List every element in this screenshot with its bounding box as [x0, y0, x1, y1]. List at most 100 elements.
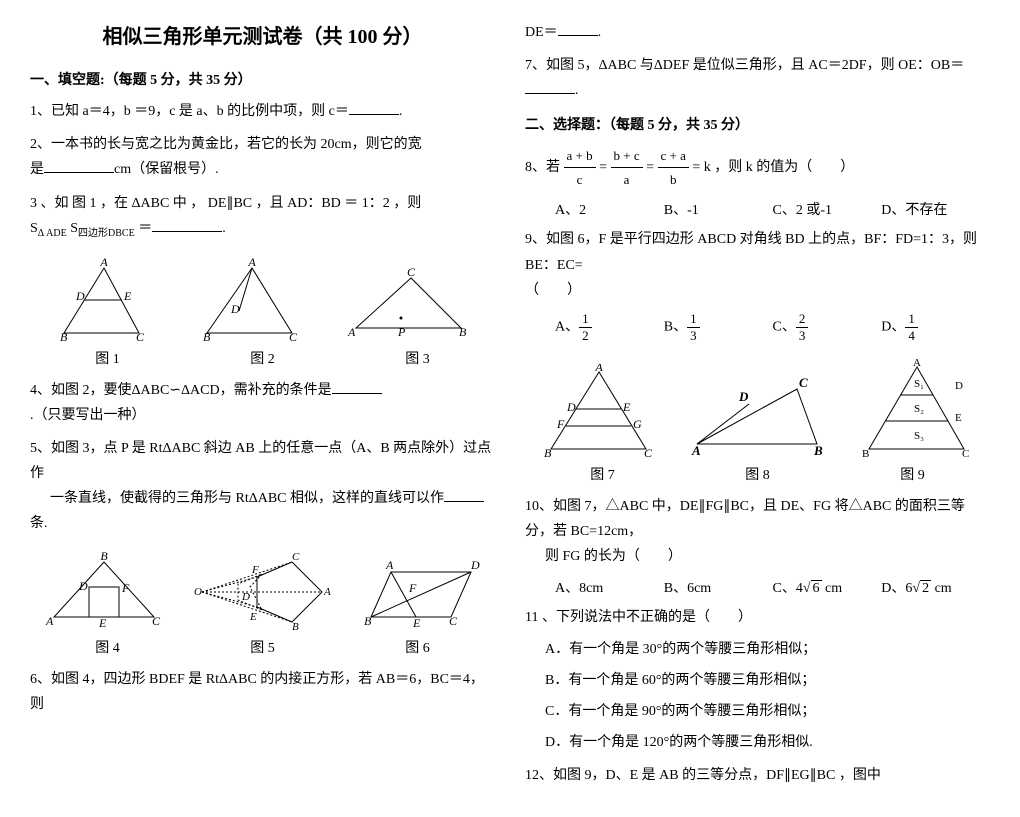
question-4: 4、如图 2，要使ΔABC∽ΔACD，需补充的条件是.（只要写出一种） — [30, 378, 495, 428]
q9a: 9、如图 6，F 是平行四边形 ABCD 对角线 BD 上的点，BF：FD=1：… — [525, 232, 977, 272]
opt-d: D、62 cm — [881, 577, 990, 597]
svg-text:F: F — [556, 417, 565, 431]
opt-a: A、2 — [555, 199, 664, 219]
question-6: 6、如图 4，四边形 BDEF 是 RtΔABC 的内接正方形，若 AB＝6，B… — [30, 667, 495, 717]
q8-options: A、2 B、-1 C、2 或-1 D、不存在 — [555, 199, 990, 219]
svg-text:B: B — [459, 325, 467, 339]
q10-options: A、8cm B、6cm C、46 cm D、62 cm — [555, 577, 990, 597]
opt-c: C、2 或-1 — [773, 199, 882, 219]
blank — [525, 79, 575, 94]
blank — [349, 100, 399, 115]
q3-sub1: Δ ADE — [38, 228, 67, 239]
fig5-label: 图 5 — [185, 637, 340, 657]
svg-text:E: E — [412, 616, 421, 630]
fig6-label: 图 6 — [340, 637, 495, 657]
right-column: DE＝. 7、如图 5，ΔABC 与ΔDEF 是位似三角形，且 AC＝2DF，则… — [525, 20, 990, 797]
svg-text:C: C — [799, 375, 808, 390]
opt-c: C、23 — [773, 311, 882, 344]
svg-text:S₃: S₃ — [914, 430, 924, 442]
svg-text:S₁: S₁ — [914, 378, 924, 390]
q11-opt-b: B．有一个角是 60°的两个等腰三角形相似； — [545, 668, 990, 693]
q3b-pre: S — [30, 221, 38, 236]
page-title: 相似三角形单元测试卷（共 100 分） — [30, 20, 495, 49]
question-6-cont: DE＝. — [525, 20, 990, 45]
frac: b + ca — [611, 144, 643, 192]
q11-opt-d: D．有一个角是 120°的两个等腰三角形相似. — [545, 730, 990, 755]
blank — [44, 158, 114, 173]
svg-text:B: B — [100, 552, 108, 563]
question-8: 8、若 a + bc = b + ca = c + ab = k ，则 k 的值… — [525, 144, 990, 192]
frac: c + ab — [658, 144, 689, 192]
eq: = — [599, 160, 610, 175]
figure-4: B D F A E C — [44, 552, 164, 632]
svg-text:A: A — [913, 359, 921, 369]
q1-text: 1、已知 a＝4，b ＝9，c 是 a、b 的比例中项，则 c＝ — [30, 104, 349, 119]
q5a: 5、如图 3，点 P 是 RtΔABC 斜边 AB 上的任意一点（A、B 两点除… — [30, 441, 491, 481]
figure-3: C A P B — [346, 268, 471, 343]
figure-6: A D B E C F — [361, 557, 481, 632]
q11-opt-c: C．有一个角是 90°的两个等腰三角形相似； — [545, 699, 990, 724]
fig4-label: 图 4 — [30, 637, 185, 657]
blank — [444, 487, 484, 502]
figure-2: A D B C — [197, 258, 297, 343]
svg-text:O: O — [194, 586, 202, 598]
q6c: . — [598, 25, 602, 40]
svg-text:D: D — [78, 579, 88, 593]
svg-text:C: C — [449, 614, 458, 628]
svg-text:A: A — [248, 258, 257, 269]
opt-d: D、14 — [881, 311, 990, 344]
q9b: （ ） — [525, 283, 581, 298]
q10b: 则 FG 的长为（ ） — [545, 549, 682, 564]
svg-text:B: B — [292, 621, 299, 632]
svg-text:B: B — [862, 448, 869, 459]
opt-a: A、12 — [555, 311, 664, 344]
q7a: 7、如图 5，ΔABC 与ΔDEF 是位似三角形，且 AC＝2DF，则 OE：O… — [525, 58, 964, 73]
figure-labels-1: 图 1 图 2 图 3 — [30, 348, 495, 368]
q8a: 8、若 — [525, 160, 564, 175]
svg-text:B: B — [813, 443, 823, 458]
opt-c: C、46 cm — [773, 577, 882, 597]
svg-text:E: E — [98, 616, 107, 630]
svg-text:D: D — [470, 558, 480, 572]
figure-row-1: A D E B C A D — [30, 258, 495, 343]
figure-8: A B C D — [687, 369, 827, 459]
q5b: 一条直线，使截得的三角形与 RtΔABC 相似，这样的直线可以作 — [50, 491, 444, 506]
q3b-eq: ＝ — [135, 221, 153, 236]
q3b-end: . — [222, 221, 226, 236]
svg-text:E: E — [955, 412, 962, 424]
svg-text:B: B — [364, 614, 372, 628]
q6b: DE＝ — [525, 25, 558, 40]
opt-b: B、13 — [664, 311, 773, 344]
svg-text:F: F — [251, 564, 259, 576]
q11-opt-a: A．有一个角是 30°的两个等腰三角形相似； — [545, 637, 990, 662]
blank — [558, 21, 598, 36]
svg-text:E: E — [622, 400, 631, 414]
q3-sub2: 四边形DBCE — [78, 228, 135, 239]
question-1: 1、已知 a＝4，b ＝9，c 是 a、b 的比例中项，则 c＝. — [30, 99, 495, 124]
opt-d: D、不存在 — [881, 199, 990, 219]
fig1-label: 图 1 — [30, 348, 185, 368]
q10a: 10、如图 7，△ABC 中，DE∥FG∥BC，且 DE、FG 将△ABC 的面… — [525, 499, 965, 539]
opt-b: B、6cm — [664, 577, 773, 597]
fig3-label: 图 3 — [340, 348, 495, 368]
q8k: = k ，则 k 的值为（ ） — [692, 160, 854, 175]
question-11: 11 、下列说法中不正确的是（ ） A．有一个角是 30°的两个等腰三角形相似；… — [525, 605, 990, 755]
eq: = — [646, 160, 657, 175]
svg-text:A: A — [45, 614, 54, 628]
opt-a: A、8cm — [555, 577, 664, 597]
section-1-heading: 一、填空题:（每题 5 分，共 35 分） — [30, 69, 495, 89]
q12: 12、如图 9，D、E 是 AB 的三等分点，DF∥EG∥BC ，图中 — [525, 768, 881, 783]
figure-labels-2: 图 4 图 5 图 6 — [30, 637, 495, 657]
svg-text:A: A — [385, 558, 394, 572]
svg-text:C: C — [152, 614, 161, 628]
svg-text:E: E — [123, 289, 132, 303]
svg-text:C: C — [136, 330, 145, 343]
left-column: 相似三角形单元测试卷（共 100 分） 一、填空题:（每题 5 分，共 35 分… — [30, 20, 495, 797]
opt-b: B、-1 — [664, 199, 773, 219]
q1-end: . — [399, 104, 403, 119]
svg-text:A: A — [99, 258, 108, 269]
question-2: 2、一本书的长与宽之比为黄金比，若它的长为 20cm，则它的宽 是cm（保留根号… — [30, 132, 495, 182]
svg-text:G: G — [633, 417, 642, 431]
q5c: 条. — [30, 516, 48, 531]
question-7: 7、如图 5，ΔABC 与ΔDEF 是位似三角形，且 AC＝2DF，则 OE：O… — [525, 53, 990, 103]
